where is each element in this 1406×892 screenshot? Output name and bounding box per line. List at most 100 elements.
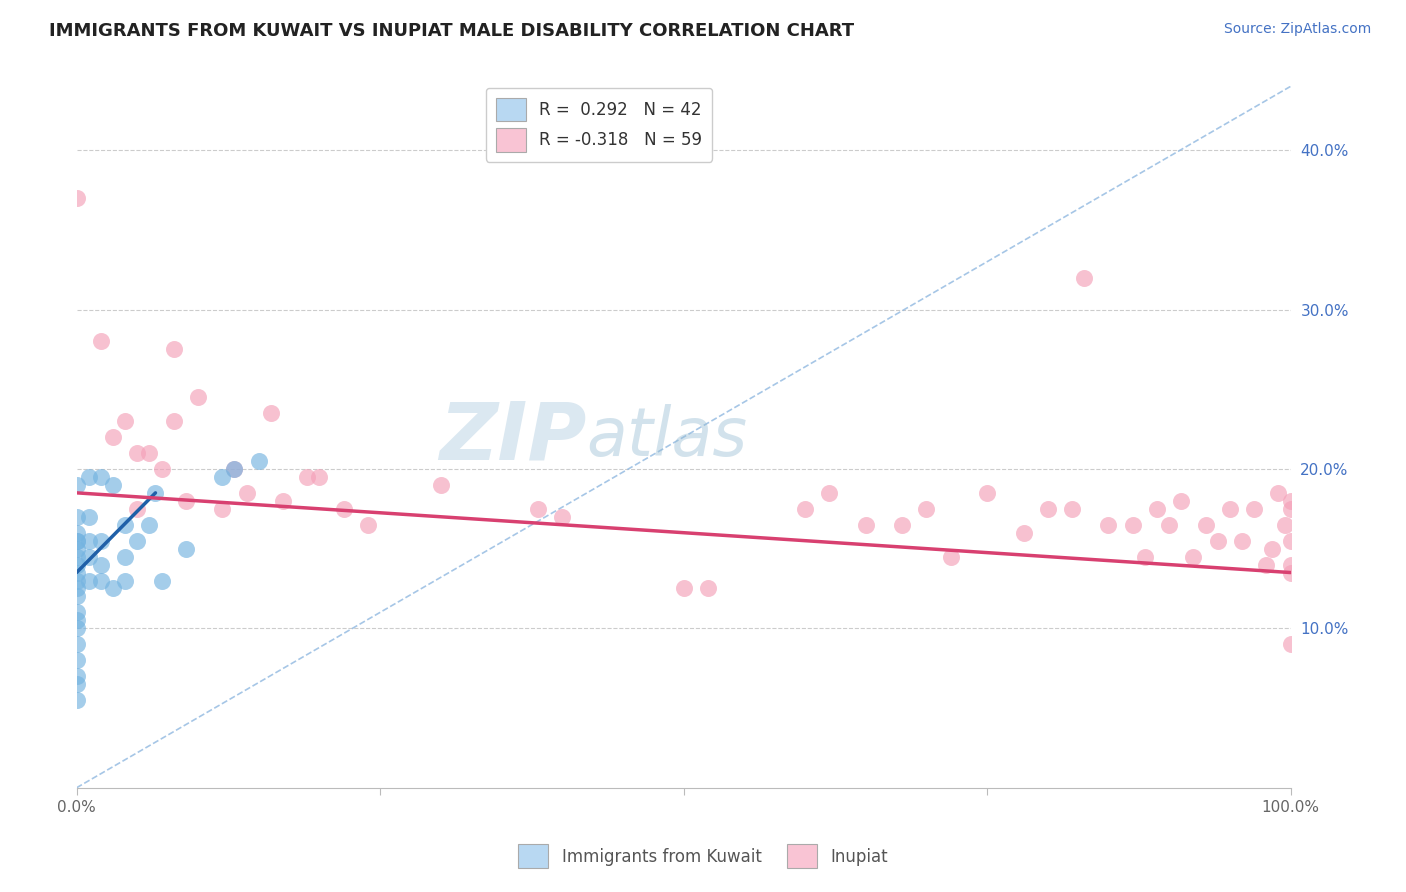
Point — [90, 470, 112, 484]
Point — [1073, 270, 1095, 285]
Point — [65, 478, 87, 492]
Point — [127, 446, 149, 460]
Point — [297, 470, 319, 484]
Point — [976, 486, 998, 500]
Point — [65, 509, 87, 524]
Point — [1279, 558, 1302, 572]
Point — [551, 509, 574, 524]
Point — [90, 334, 112, 349]
Point — [90, 558, 112, 572]
Point — [818, 486, 841, 500]
Text: atlas: atlas — [586, 404, 748, 470]
Point — [1279, 501, 1302, 516]
Point — [163, 414, 186, 428]
Point — [114, 574, 136, 588]
Point — [65, 613, 87, 627]
Point — [65, 541, 87, 556]
Point — [163, 343, 186, 357]
Point — [1267, 486, 1289, 500]
Point — [127, 501, 149, 516]
Point — [114, 517, 136, 532]
Point — [308, 470, 330, 484]
Point — [90, 574, 112, 588]
Point — [1219, 501, 1241, 516]
Point — [65, 533, 87, 548]
Point — [1279, 493, 1302, 508]
Point — [150, 574, 173, 588]
Point — [65, 669, 87, 683]
Point — [1133, 549, 1156, 564]
Point — [1146, 501, 1168, 516]
Point — [65, 606, 87, 620]
Point — [1097, 517, 1119, 532]
Point — [77, 470, 100, 484]
Point — [1036, 501, 1059, 516]
Point — [939, 549, 962, 564]
Point — [1060, 501, 1083, 516]
Point — [1170, 493, 1192, 508]
Point — [527, 501, 550, 516]
Point — [65, 693, 87, 707]
Point — [101, 430, 124, 444]
Point — [65, 653, 87, 667]
Point — [65, 590, 87, 604]
Point — [235, 486, 257, 500]
Legend: R =  0.292   N = 42, R = -0.318   N = 59: R = 0.292 N = 42, R = -0.318 N = 59 — [485, 87, 711, 161]
Point — [150, 462, 173, 476]
Point — [77, 574, 100, 588]
Point — [101, 478, 124, 492]
Point — [332, 501, 354, 516]
Point — [915, 501, 938, 516]
Point — [65, 566, 87, 580]
Point — [77, 509, 100, 524]
Point — [77, 549, 100, 564]
Point — [1206, 533, 1229, 548]
Point — [77, 533, 100, 548]
Point — [1279, 533, 1302, 548]
Point — [696, 582, 718, 596]
Point — [891, 517, 914, 532]
Point — [138, 517, 160, 532]
Point — [174, 541, 197, 556]
Point — [65, 533, 87, 548]
Point — [1279, 566, 1302, 580]
Point — [90, 533, 112, 548]
Point — [65, 582, 87, 596]
Point — [211, 501, 233, 516]
Point — [65, 621, 87, 635]
Text: IMMIGRANTS FROM KUWAIT VS INUPIAT MALE DISABILITY CORRELATION CHART: IMMIGRANTS FROM KUWAIT VS INUPIAT MALE D… — [49, 22, 855, 40]
Point — [1256, 558, 1278, 572]
Point — [357, 517, 380, 532]
Point — [794, 501, 817, 516]
Point — [271, 493, 294, 508]
Point — [672, 582, 695, 596]
Point — [65, 677, 87, 691]
Point — [65, 525, 87, 540]
Point — [114, 414, 136, 428]
Text: ZIP: ZIP — [439, 398, 586, 476]
Point — [65, 558, 87, 572]
Point — [1194, 517, 1216, 532]
Point — [1159, 517, 1181, 532]
Point — [247, 454, 270, 468]
Point — [138, 446, 160, 460]
Point — [1230, 533, 1253, 548]
Legend: Immigrants from Kuwait, Inupiat: Immigrants from Kuwait, Inupiat — [512, 838, 894, 875]
Point — [855, 517, 877, 532]
Point — [1243, 501, 1265, 516]
Point — [1182, 549, 1205, 564]
Point — [1012, 525, 1035, 540]
Point — [1274, 517, 1296, 532]
Point — [101, 582, 124, 596]
Point — [174, 493, 197, 508]
Point — [127, 533, 149, 548]
Point — [65, 574, 87, 588]
Point — [65, 191, 87, 205]
Point — [187, 390, 209, 404]
Point — [260, 406, 283, 420]
Point — [1122, 517, 1144, 532]
Point — [1279, 637, 1302, 651]
Point — [211, 470, 233, 484]
Point — [65, 637, 87, 651]
Text: Source: ZipAtlas.com: Source: ZipAtlas.com — [1223, 22, 1371, 37]
